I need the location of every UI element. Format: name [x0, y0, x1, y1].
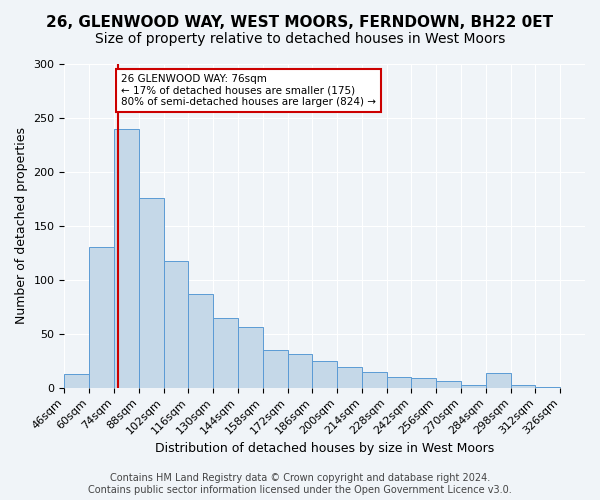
- Bar: [436, 382, 461, 388]
- Text: Size of property relative to detached houses in West Moors: Size of property relative to detached ho…: [95, 32, 505, 46]
- Bar: [337, 367, 362, 388]
- Bar: [362, 372, 386, 388]
- Bar: [188, 294, 213, 388]
- Text: 26, GLENWOOD WAY, WEST MOORS, FERNDOWN, BH22 0ET: 26, GLENWOOD WAY, WEST MOORS, FERNDOWN, …: [46, 15, 554, 30]
- Bar: [412, 378, 436, 388]
- Bar: [238, 328, 263, 388]
- X-axis label: Distribution of detached houses by size in West Moors: Distribution of detached houses by size …: [155, 442, 494, 455]
- Bar: [89, 248, 114, 388]
- Bar: [164, 262, 188, 388]
- Bar: [213, 318, 238, 388]
- Bar: [461, 384, 486, 388]
- Text: Contains HM Land Registry data © Crown copyright and database right 2024.
Contai: Contains HM Land Registry data © Crown c…: [88, 474, 512, 495]
- Bar: [313, 361, 337, 388]
- Bar: [263, 350, 287, 388]
- Bar: [535, 386, 560, 388]
- Bar: [114, 128, 139, 388]
- Bar: [511, 384, 535, 388]
- Text: 26 GLENWOOD WAY: 76sqm
← 17% of detached houses are smaller (175)
80% of semi-de: 26 GLENWOOD WAY: 76sqm ← 17% of detached…: [121, 74, 376, 107]
- Bar: [486, 372, 511, 388]
- Y-axis label: Number of detached properties: Number of detached properties: [15, 128, 28, 324]
- Bar: [386, 377, 412, 388]
- Bar: [64, 374, 89, 388]
- Bar: [139, 198, 164, 388]
- Bar: [287, 354, 313, 388]
